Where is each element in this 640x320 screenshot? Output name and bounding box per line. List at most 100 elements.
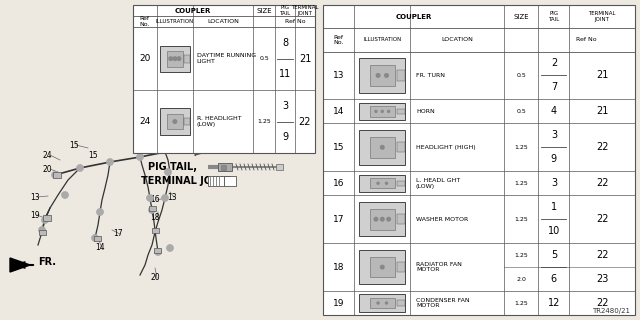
Bar [148,205,156,211]
Text: 23: 23 [596,274,609,284]
Circle shape [42,217,49,223]
Bar [397,142,405,153]
Text: ILLUSTRATION: ILLUSTRATION [363,37,401,42]
Text: 21: 21 [299,54,311,64]
Bar [53,172,61,178]
Circle shape [148,206,156,213]
Circle shape [376,301,380,305]
Bar [166,51,183,67]
Bar [218,163,232,171]
Text: 0.5: 0.5 [259,56,269,61]
Circle shape [97,209,104,215]
Circle shape [51,172,58,179]
Bar [208,176,224,186]
Text: 1: 1 [551,202,557,212]
Circle shape [381,110,384,113]
Text: 18: 18 [150,213,160,222]
Text: 10: 10 [548,226,560,236]
Text: 15: 15 [69,140,79,149]
Circle shape [374,110,378,113]
Circle shape [380,265,385,269]
Text: SIZE: SIZE [513,14,529,20]
Bar [370,65,395,86]
Circle shape [380,217,385,222]
Circle shape [61,191,68,198]
Text: Ref
No.: Ref No. [140,16,150,27]
Bar [133,5,315,153]
Text: COUPLER: COUPLER [175,8,211,13]
Circle shape [387,110,390,113]
Circle shape [182,145,189,151]
Text: 22: 22 [596,214,609,224]
Bar [397,70,405,81]
Circle shape [161,195,168,202]
Text: 20: 20 [42,164,52,173]
Text: FR.: FR. [38,257,56,267]
Text: 14: 14 [333,107,344,116]
Text: PIG TAIL,: PIG TAIL, [148,162,197,172]
Text: 17: 17 [333,215,344,224]
Text: HEADLIGHT (HIGH): HEADLIGHT (HIGH) [416,145,476,150]
Text: 4: 4 [551,106,557,116]
Text: 13: 13 [167,193,177,202]
Text: 1.25: 1.25 [515,217,528,222]
Text: Ref No: Ref No [285,19,305,24]
Text: TERMINAL
JOINT: TERMINAL JOINT [291,5,319,16]
Text: 11: 11 [279,69,291,79]
Text: LOCATION: LOCATION [207,19,239,24]
Text: 19: 19 [30,211,40,220]
Text: 17: 17 [113,229,123,238]
Text: 16: 16 [150,196,160,204]
Text: 24: 24 [42,150,52,159]
Text: 1.25: 1.25 [515,252,528,258]
Circle shape [385,181,388,185]
Text: 3: 3 [551,178,557,188]
Text: 19: 19 [333,299,344,308]
Bar [184,118,190,125]
Text: PIG
TAIL: PIG TAIL [548,12,559,22]
Bar [224,176,236,186]
Circle shape [172,119,177,124]
Circle shape [380,145,385,150]
Text: TERMINAL JOINT: TERMINAL JOINT [141,176,230,186]
Bar [370,298,395,308]
Bar [43,215,51,221]
Text: 22: 22 [596,298,609,308]
Text: 2: 2 [551,59,557,68]
Circle shape [384,73,389,78]
Circle shape [106,158,113,165]
Text: DAYTIME RUNNING
LIGHT: DAYTIME RUNNING LIGHT [196,53,256,64]
Text: 6: 6 [551,274,557,284]
Text: 20: 20 [150,274,160,283]
Bar [370,257,395,277]
Bar [397,262,405,272]
Text: 0.5: 0.5 [516,73,526,78]
Bar [154,247,161,252]
Bar [397,300,405,306]
Bar [359,130,405,164]
Text: 5: 5 [551,250,557,260]
Text: 3: 3 [282,101,288,111]
Circle shape [172,137,179,143]
Text: WASHER MOTOR: WASHER MOTOR [416,217,468,222]
Text: 15: 15 [88,150,98,159]
Text: Ref
No.: Ref No. [333,35,344,45]
Text: COUPLER: COUPLER [396,14,431,20]
Text: 22: 22 [596,250,609,260]
Bar [221,164,226,170]
Bar [359,294,405,312]
Bar [184,55,190,63]
Circle shape [172,56,177,61]
Text: 9: 9 [551,154,557,164]
Bar [397,181,405,186]
Text: 22: 22 [299,116,311,126]
Bar [166,114,183,129]
Text: 9: 9 [282,132,288,142]
Text: 22: 22 [596,142,609,152]
Circle shape [136,154,143,161]
Text: L. HEADL GHT
(LOW): L. HEADL GHT (LOW) [416,178,460,189]
Bar [276,164,283,170]
Bar [370,137,395,158]
Bar [359,58,405,93]
Bar [152,228,159,233]
